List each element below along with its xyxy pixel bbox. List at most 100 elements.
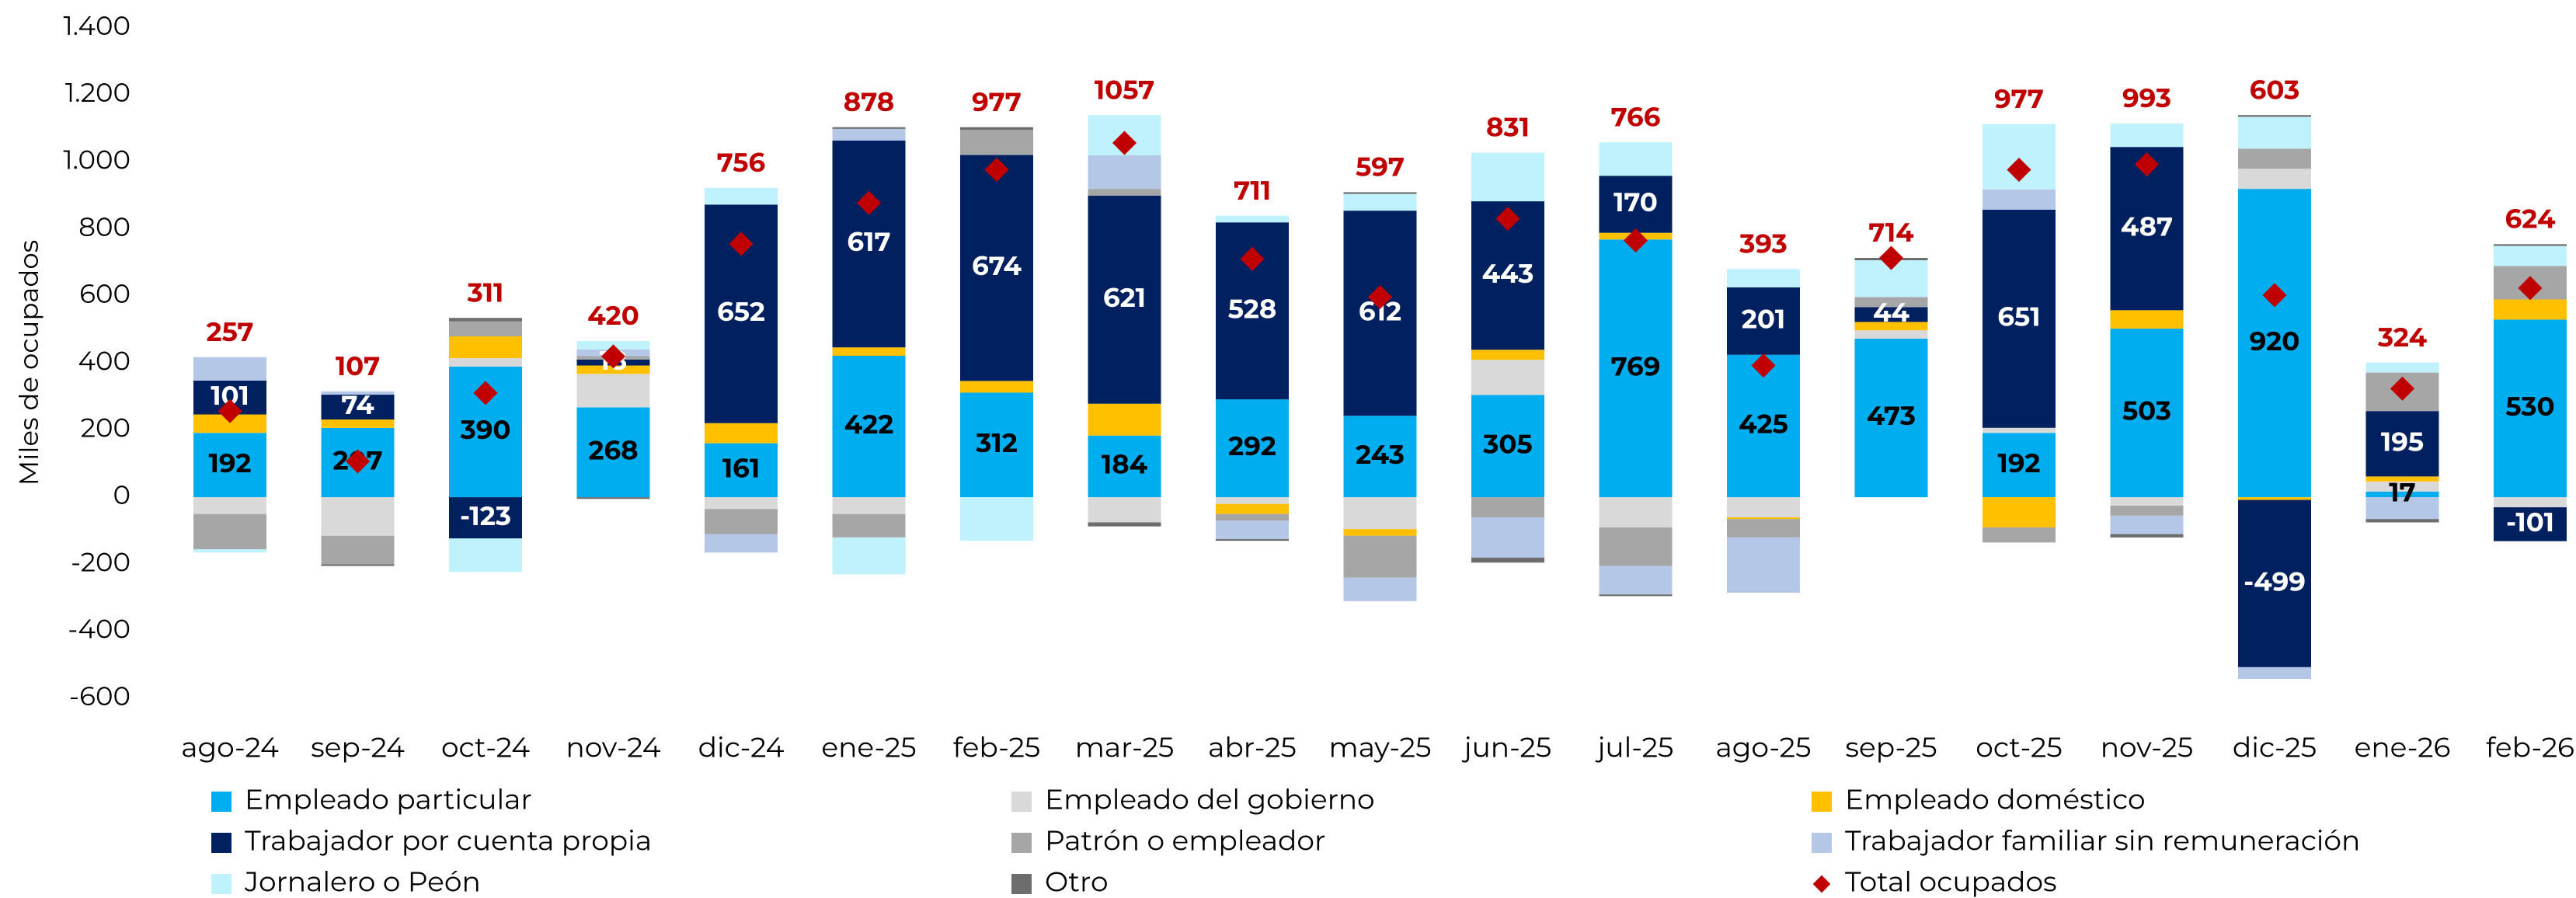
data-label: 312 [975,426,1018,459]
bar-segment [1216,215,1289,223]
bar-segment [960,155,1033,381]
legend-swatch [1011,833,1032,853]
bar-segment [2365,476,2439,482]
x-tick-label: jun-25 [1461,730,1552,764]
y-tick-label: -200 [71,545,131,578]
data-label: 44 [1873,296,1909,329]
total-marker [2262,283,2287,308]
bar-segment [1088,403,1161,436]
data-label: 243 [1356,438,1405,471]
y-tick-label: 1.400 [63,9,131,42]
x-tick-label: dic-24 [698,730,785,764]
legend-swatch [1011,792,1032,812]
data-label: 651 [1997,300,2040,332]
bar-segment [1599,594,1673,597]
bar-segment [1088,435,1161,498]
bar-segment [1727,269,1800,287]
bar-segment [705,423,778,444]
y-tick-label: -400 [68,613,131,646]
data-label: 74 [341,388,374,421]
bar-segment [449,321,522,336]
x-tick-label: ago-25 [1716,730,1812,764]
total-label: 597 [1356,151,1405,183]
bar-segment [1343,416,1417,498]
bar-segment [1216,503,1289,514]
bar-segment [1088,195,1161,404]
data-label: 530 [2505,390,2554,423]
legend-label: Patrón o empleador [1045,823,1325,858]
bar-segment [1727,354,1800,498]
bar-segment [1599,566,1673,595]
bar-segment [2238,148,2311,169]
data-label: 528 [1228,292,1277,325]
y-axis-label: Miles de ocupados [12,240,45,486]
data-label: 769 [1611,350,1661,382]
bar-segment [832,356,906,498]
bar-segment [2110,310,2184,329]
x-tick-label: oct-25 [1976,730,2062,764]
total-label: 624 [2505,202,2556,235]
bar-segment [193,357,266,381]
x-tick-label: abr-25 [1208,730,1297,764]
data-label: 503 [2122,395,2171,427]
bar-segment [321,497,395,536]
bar-segment [832,140,906,348]
bar-segment [1343,193,1417,211]
data-label: 390 [460,413,511,446]
total-label: 107 [336,350,380,382]
bar-segment [832,347,906,357]
total-label: 603 [2250,73,2300,106]
bar-segment [1982,209,2056,428]
total-marker [1878,245,1904,270]
data-label: 201 [1742,302,1785,335]
data-label: 473 [1867,399,1916,432]
x-tick-label: feb-26 [2486,730,2574,764]
legend-label: Empleado particular [245,782,532,816]
total-marker [1495,206,1520,231]
total-label: 393 [1739,227,1788,259]
legend-label: Empleado del gobierno [1045,782,1375,816]
bar-segment [1343,577,1417,601]
total-label: 977 [972,85,1022,118]
x-tick-label: ago-24 [181,730,279,764]
bar-segment [1727,497,1800,517]
bar-segment [2238,115,2311,117]
x-tick-label: dic-25 [2233,730,2317,764]
bar-segment [705,497,778,510]
total-marker [600,344,626,369]
bar-segment [193,548,266,553]
bar-segment [2365,362,2439,373]
total-marker [729,231,754,256]
bar-segment [1343,497,1417,530]
bar-segment [1471,395,1544,498]
bar-segment [2110,123,2184,148]
bar-segment [1471,517,1544,558]
legend-swatch [1812,792,1832,812]
bar-segment [1088,522,1161,527]
y-tick-label: 200 [81,412,131,444]
bar-segment [2110,505,2184,516]
total-label: 420 [587,299,639,332]
total-marker [2390,376,2415,401]
legend-label: Total ocupados [1845,865,2057,898]
y-tick-label: 800 [78,211,131,243]
bar-segment [1982,527,2056,543]
y-tick-label: 0 [113,479,131,511]
bar-segment [2110,329,2184,498]
bar-segment [2365,481,2439,492]
bar-segment [705,534,778,553]
bar-segment [2238,169,2311,190]
bar-segment [1599,142,1673,176]
bar-segment [1216,497,1289,504]
y-tick-label: -600 [69,680,131,712]
bar-segment [960,392,1033,498]
y-tick-label: 1.200 [65,76,131,109]
bar-segment [449,318,522,322]
data-label: 920 [2250,325,2300,357]
total-marker [2134,152,2160,177]
bar-segment [960,127,1033,131]
total-marker [1751,353,1776,378]
total-label: 714 [1868,216,1914,249]
bar-segment [1727,537,1800,593]
x-tick-label: feb-25 [953,730,1041,764]
